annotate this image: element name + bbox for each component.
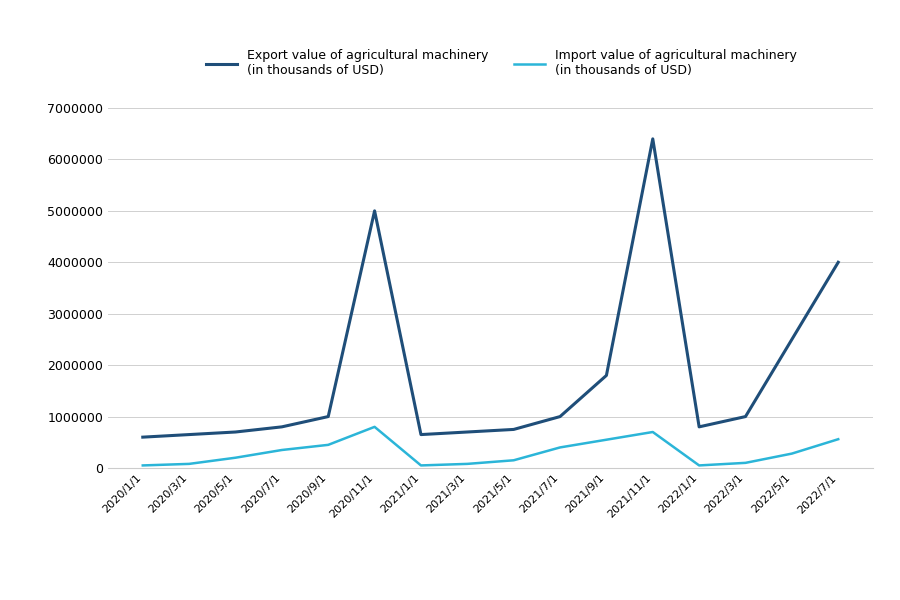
Import value of agricultural machinery
(in thousands of USD)	[554, 444, 565, 451]
Export value of agricultural machinery
(in thousands of USD)	[601, 372, 612, 379]
Import value of agricultural machinery
(in thousands of USD)	[787, 450, 797, 457]
Export value of agricultural machinery
(in thousands of USD)	[323, 413, 334, 420]
Export value of agricultural machinery
(in thousands of USD)	[832, 259, 843, 266]
Export value of agricultural machinery
(in thousands of USD)	[554, 413, 565, 420]
Import value of agricultural machinery
(in thousands of USD)	[138, 462, 148, 469]
Export value of agricultural machinery
(in thousands of USD)	[462, 428, 472, 436]
Export value of agricultural machinery
(in thousands of USD)	[740, 413, 751, 420]
Import value of agricultural machinery
(in thousands of USD)	[740, 459, 751, 466]
Import value of agricultural machinery
(in thousands of USD)	[601, 436, 612, 443]
Export value of agricultural machinery
(in thousands of USD)	[787, 336, 797, 343]
Import value of agricultural machinery
(in thousands of USD)	[508, 457, 519, 464]
Import value of agricultural machinery
(in thousands of USD)	[694, 462, 705, 469]
Import value of agricultural machinery
(in thousands of USD)	[647, 428, 658, 436]
Export value of agricultural machinery
(in thousands of USD)	[276, 423, 287, 430]
Import value of agricultural machinery
(in thousands of USD)	[832, 436, 843, 443]
Export value of agricultural machinery
(in thousands of USD)	[416, 431, 427, 438]
Export value of agricultural machinery
(in thousands of USD)	[184, 431, 194, 438]
Line: Export value of agricultural machinery
(in thousands of USD): Export value of agricultural machinery (…	[143, 139, 838, 437]
Import value of agricultural machinery
(in thousands of USD)	[276, 446, 287, 454]
Import value of agricultural machinery
(in thousands of USD)	[462, 460, 472, 467]
Legend: Export value of agricultural machinery
(in thousands of USD), Import value of ag: Export value of agricultural machinery (…	[206, 49, 796, 77]
Import value of agricultural machinery
(in thousands of USD)	[369, 423, 380, 430]
Export value of agricultural machinery
(in thousands of USD)	[369, 207, 380, 214]
Export value of agricultural machinery
(in thousands of USD)	[647, 135, 658, 142]
Import value of agricultural machinery
(in thousands of USD)	[184, 460, 194, 467]
Line: Import value of agricultural machinery
(in thousands of USD): Import value of agricultural machinery (…	[143, 427, 838, 466]
Export value of agricultural machinery
(in thousands of USD)	[230, 428, 241, 436]
Import value of agricultural machinery
(in thousands of USD)	[416, 462, 427, 469]
Import value of agricultural machinery
(in thousands of USD)	[230, 454, 241, 461]
Export value of agricultural machinery
(in thousands of USD)	[508, 426, 519, 433]
Import value of agricultural machinery
(in thousands of USD)	[323, 441, 334, 448]
Export value of agricultural machinery
(in thousands of USD)	[138, 434, 148, 441]
Export value of agricultural machinery
(in thousands of USD)	[694, 423, 705, 430]
